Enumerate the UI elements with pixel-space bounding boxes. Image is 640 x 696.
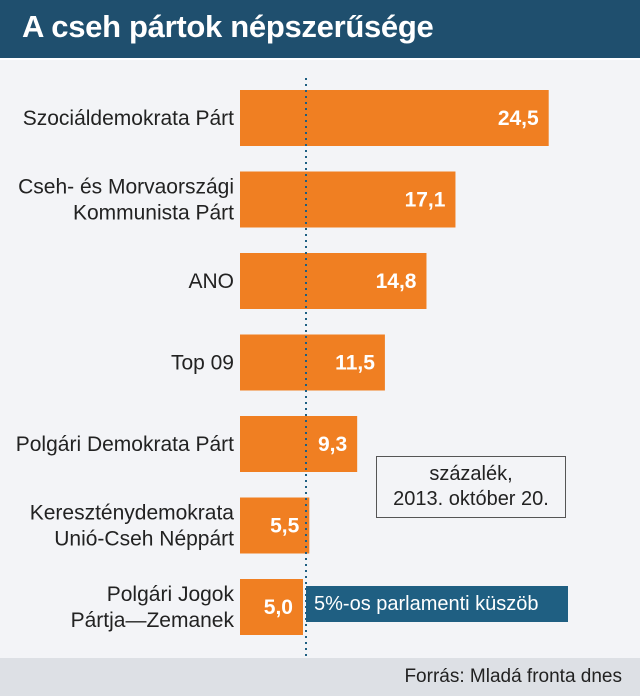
category-label-5-1: Unió-Cseh Néppárt <box>54 528 234 551</box>
note-box: százalék, 2013. október 20. <box>376 456 566 518</box>
category-label-0-0: Szociáldemokrata Párt <box>23 107 234 130</box>
chart-header: A cseh pártok népszerűsége <box>0 0 640 58</box>
footer: Forrás: Mladá fronta dnes <box>0 658 640 696</box>
category-label-5-0: Kereszténydemokrata <box>30 502 235 525</box>
value-label-4: 9,3 <box>318 433 347 456</box>
category-label-3-0: Top 09 <box>171 352 234 375</box>
bar-3 <box>240 334 385 391</box>
bar-5 <box>240 497 310 554</box>
threshold-label: 5%-os parlamenti küszöb <box>306 586 568 622</box>
value-label-0: 24,5 <box>498 107 539 130</box>
bar-1 <box>240 171 456 228</box>
chart-title: A cseh pártok népszerűsége <box>22 9 434 44</box>
chart-area: 24,5 Szociáldemokrata Párt 17,1 Cseh- és Mo… <box>0 60 640 658</box>
value-label-3: 11,5 <box>335 352 375 375</box>
bar-0 <box>240 90 549 146</box>
source-note: Forrás: Mladá fronta dnes <box>404 666 622 687</box>
category-label-1-0: Cseh- és Morvaországi <box>18 176 234 199</box>
bar-chart: 24,5 Szociáldemokrata Párt 17,1 Cseh- és Mo… <box>16 78 549 658</box>
value-label-5: 5,5 <box>270 515 300 538</box>
category-label-1-1: Kommunista Párt <box>73 202 234 225</box>
category-label-6-1: Pártja—Zemanek <box>71 609 235 632</box>
note-line-date: 2013. október 20. <box>393 488 549 510</box>
category-label-6-0: Polgári Jogok <box>107 583 235 606</box>
value-label-1: 17,1 <box>405 189 446 212</box>
bar-6 <box>240 579 303 635</box>
category-label-4-0: Polgári Demokrata Párt <box>16 433 234 456</box>
bar-2 <box>240 253 427 309</box>
category-label-2-0: ANO <box>188 270 234 293</box>
header-divider <box>0 58 640 60</box>
bar-4 <box>240 416 358 472</box>
value-label-2: 14,8 <box>376 270 417 293</box>
note-line-unit: százalék, <box>429 463 513 485</box>
value-label-6: 5,0 <box>264 596 293 619</box>
